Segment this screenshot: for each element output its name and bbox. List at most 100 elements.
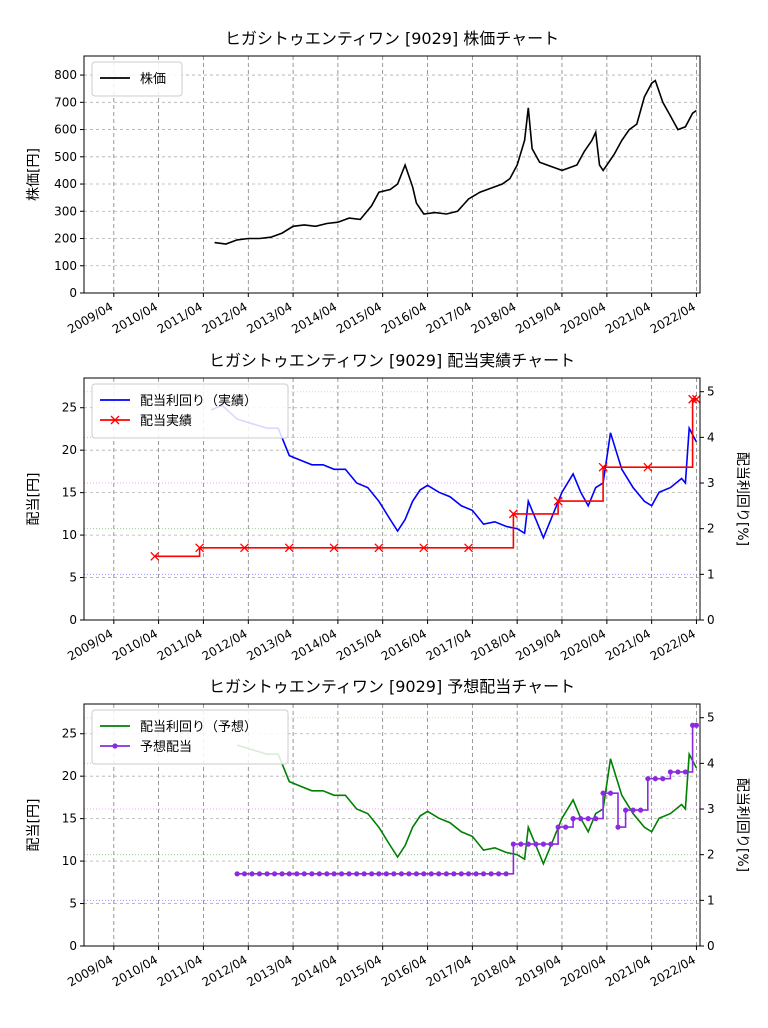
xtick-label: 2017/04 <box>424 952 474 989</box>
ytick-label: 300 <box>54 204 77 218</box>
y-axis-label: 配当[円] <box>26 799 42 852</box>
xtick-label: 2013/04 <box>244 299 294 336</box>
ytick-label: 25 <box>62 401 77 415</box>
ytick-right-label: 3 <box>707 802 715 816</box>
ytick-right-label: 4 <box>707 756 715 770</box>
data-point-dot <box>615 824 621 830</box>
legend: 配当利回り（実績） 配当実績 <box>91 383 289 439</box>
legend: 配当利回り（予想） 予想配当 <box>91 709 289 765</box>
xtick-label: 2022/04 <box>648 626 698 663</box>
data-point-dot <box>660 776 666 782</box>
ytick-right-label: 4 <box>707 430 715 444</box>
data-point-dot <box>286 871 292 877</box>
data-point-dot <box>451 871 457 877</box>
data-point-x <box>329 543 339 553</box>
xtick-label: 2022/04 <box>648 952 698 989</box>
ytick-label: 0 <box>69 286 77 300</box>
ytick-label: 15 <box>62 486 77 500</box>
legend-label: 株価 <box>140 72 166 87</box>
data-point-dot <box>638 807 644 813</box>
xtick-label: 2019/04 <box>513 299 563 336</box>
data-point-dot <box>593 816 599 822</box>
xtick-label: 2016/04 <box>379 626 429 663</box>
data-point-dot <box>256 871 263 877</box>
xtick-label: 2009/04 <box>65 299 115 336</box>
data-point-dot <box>346 871 352 877</box>
data-point-dot <box>693 722 700 728</box>
xtick-label: 2011/04 <box>155 299 205 336</box>
ytick-label: 5 <box>69 897 77 911</box>
chart-panel-1: 01002003004005006007008002009/042010/042… <box>26 29 701 337</box>
data-point-x <box>195 543 205 553</box>
data-point-dot <box>496 871 502 877</box>
xtick-label: 2011/04 <box>155 626 205 663</box>
data-point-x <box>508 509 518 519</box>
data-point-dot <box>338 871 345 877</box>
ytick-right-label: 2 <box>707 522 715 536</box>
xtick-label: 2019/04 <box>513 626 563 663</box>
xtick-label: 2020/04 <box>558 299 608 336</box>
data-point-dot <box>383 871 389 877</box>
data-point-dot <box>271 871 278 877</box>
plot-frame <box>83 377 701 621</box>
y-axis-label-right: 配当利回り[%] <box>734 778 750 872</box>
ytick-label: 400 <box>54 177 77 191</box>
data-point-dot <box>503 871 509 877</box>
xtick-label: 2018/04 <box>468 952 518 989</box>
xtick-label: 2014/04 <box>289 299 339 336</box>
data-point-x <box>419 543 429 553</box>
series-line-2-1 <box>210 404 698 540</box>
ytick-label: 20 <box>62 769 77 783</box>
legend-box <box>91 61 183 97</box>
y-axis-label: 配当[円] <box>26 473 42 526</box>
data-point-dot <box>376 871 382 877</box>
ytick-right-label: 1 <box>707 893 715 907</box>
data-point-dot <box>533 841 539 847</box>
data-point-dot <box>421 871 427 877</box>
data-point-dot <box>391 871 397 877</box>
ytick-label: 600 <box>54 123 77 137</box>
ytick-label: 800 <box>54 68 77 82</box>
data-point-x <box>553 496 563 506</box>
data-point-dot <box>480 871 487 877</box>
legend-marker <box>112 743 118 749</box>
ytick-label: 700 <box>54 95 77 109</box>
ytick-label: 200 <box>54 232 77 246</box>
xtick-label: 2010/04 <box>110 626 160 663</box>
ytick-right-label: 1 <box>707 567 715 581</box>
xtick-label: 2009/04 <box>65 626 115 663</box>
legend-label: 予想配当 <box>140 739 192 755</box>
data-point-x <box>688 394 698 404</box>
data-point-dot <box>548 841 554 847</box>
data-point-dot <box>555 824 561 830</box>
data-point-dot <box>675 769 681 775</box>
ytick-label: 100 <box>54 259 77 273</box>
chart-panel-3: 05101520252009/042010/042011/042012/0420… <box>26 677 750 990</box>
ytick-right-label: 2 <box>707 848 715 862</box>
data-point-x <box>691 394 701 404</box>
xtick-label: 2017/04 <box>424 626 474 663</box>
legend-label: 配当利回り（実績） <box>140 393 257 409</box>
data-point-dot <box>607 790 614 796</box>
data-point-x <box>284 543 294 553</box>
data-point-dot <box>301 871 307 877</box>
chart-title: ヒガシトゥエンティワン [9029] 配当実績チャート <box>209 351 575 370</box>
chart-panel-2: 05101520252009/042010/042011/042012/0420… <box>26 351 750 664</box>
data-point-x <box>374 543 384 553</box>
data-point-dot <box>354 871 360 877</box>
ytick-label: 0 <box>69 939 77 953</box>
legend: 株価 <box>91 61 183 97</box>
data-point-dot <box>473 871 479 877</box>
data-point-dot <box>241 871 248 877</box>
xtick-label: 2016/04 <box>379 952 429 989</box>
xtick-label: 2014/04 <box>289 952 339 989</box>
data-point-dot <box>443 871 449 877</box>
data-point-dot <box>249 871 255 877</box>
series-line-3-1 <box>236 744 698 866</box>
xtick-label: 2013/04 <box>244 952 294 989</box>
ytick-label: 500 <box>54 150 77 164</box>
data-point-dot <box>563 824 569 830</box>
ytick-right-label: 5 <box>707 385 715 399</box>
data-point-dot <box>294 871 300 877</box>
